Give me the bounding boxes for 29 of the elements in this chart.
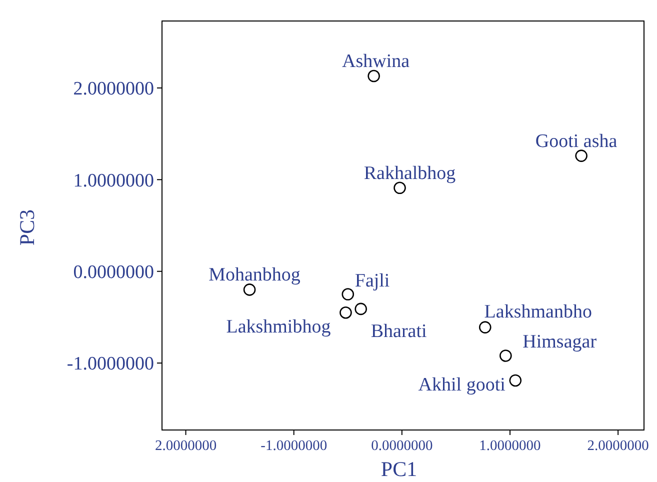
point <box>368 70 380 82</box>
y-tick-label: 1.0000000 <box>73 170 154 192</box>
y-axis-title: PC3 <box>15 209 39 246</box>
point <box>340 306 352 319</box>
x-tick-label: 2.0000000 <box>587 438 649 454</box>
annotation: Bharati <box>370 320 427 342</box>
annotation: Fajli <box>354 270 390 292</box>
point <box>354 302 367 316</box>
x-tick-label: 1.0000000 <box>479 438 541 454</box>
annotation: Lakshmibhog <box>226 316 332 338</box>
annotation: Akhil gooti <box>418 374 506 396</box>
y-tick-label: 2.0000000 <box>73 78 154 100</box>
x-tick-label: 0.0000000 <box>371 438 433 454</box>
point <box>342 288 354 300</box>
annotation: Ashwina <box>342 51 410 72</box>
point <box>500 350 512 362</box>
y-tick-label: 0.0000000 <box>73 262 154 283</box>
x-tick-label: 2.0000000 <box>154 438 217 454</box>
point <box>478 321 492 334</box>
annotation: Himsagar <box>522 332 598 353</box>
point <box>509 374 522 387</box>
x-axis-title: PC1 <box>380 457 418 481</box>
annotation: Rakhalbhog <box>364 162 456 184</box>
x-tick-label: -1.0000000 <box>260 438 328 454</box>
y-tick-label: -1.0000000 <box>66 354 154 375</box>
annotation: Lakshmanbho <box>484 301 592 322</box>
point <box>575 150 588 162</box>
annotation: Gooti asha <box>535 130 618 152</box>
annotation: Mohanbhog <box>208 264 301 286</box>
